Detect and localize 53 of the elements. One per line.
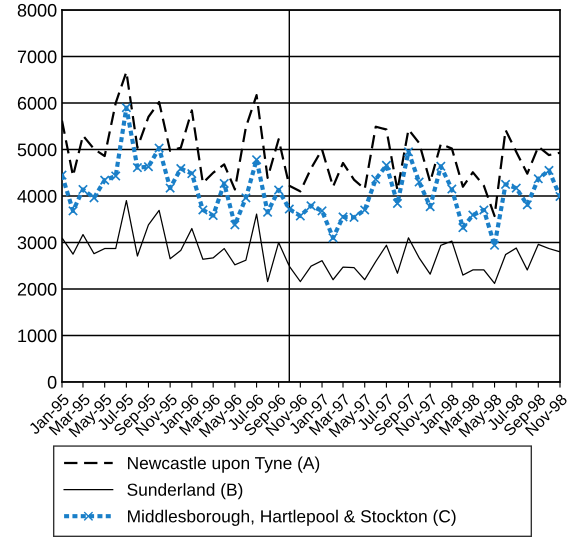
- point: [176, 164, 186, 174]
- y-tick-label: 6000: [18, 96, 56, 110]
- point: [89, 192, 100, 203]
- point: [252, 154, 262, 165]
- point: [436, 161, 446, 172]
- y-tick-label: 0: [48, 376, 56, 389]
- y-tick-label: 1000: [18, 329, 56, 342]
- point: [110, 171, 121, 182]
- point: [403, 146, 414, 157]
- point: [522, 200, 532, 210]
- point: [121, 102, 132, 113]
- point: [208, 210, 218, 221]
- point: [284, 204, 294, 214]
- point: [544, 165, 554, 176]
- point: [165, 183, 176, 194]
- y-tick-label: 4000: [17, 190, 56, 203]
- point: [392, 198, 402, 208]
- point: [360, 204, 370, 215]
- point: [490, 240, 500, 250]
- y-tick-label: 3000: [18, 236, 56, 250]
- point: [370, 174, 381, 184]
- point: [414, 177, 424, 188]
- point: [186, 168, 197, 179]
- y-tick-label: 7000: [18, 50, 56, 64]
- point: [274, 184, 284, 195]
- y-tick-label: 2000: [18, 282, 56, 296]
- legend-label: Sunderland (B): [127, 483, 242, 500]
- point: [219, 178, 230, 188]
- point: [230, 220, 240, 230]
- point: [154, 143, 164, 154]
- point: [468, 210, 478, 220]
- y-tick-label: 5000: [18, 143, 56, 156]
- point: [500, 179, 511, 190]
- legend-label: Newcastle upon Tyne (A): [128, 456, 320, 473]
- point: [295, 210, 306, 221]
- point: [68, 206, 78, 216]
- point: [306, 200, 316, 211]
- point: [262, 207, 273, 218]
- point: [458, 222, 468, 233]
- point: [446, 184, 457, 194]
- point: [511, 183, 522, 194]
- point: [78, 184, 88, 194]
- y-tick-label: 8000: [18, 4, 56, 17]
- point: [533, 174, 544, 184]
- point: [425, 202, 436, 212]
- point: [100, 175, 110, 186]
- point: [198, 204, 208, 215]
- point: [328, 232, 338, 243]
- legend-label: Middlesborough, Hartlepool & Stockton (C): [128, 510, 456, 526]
- point: [317, 206, 328, 216]
- point: [240, 192, 251, 203]
- point: [478, 204, 489, 215]
- point: [381, 160, 392, 170]
